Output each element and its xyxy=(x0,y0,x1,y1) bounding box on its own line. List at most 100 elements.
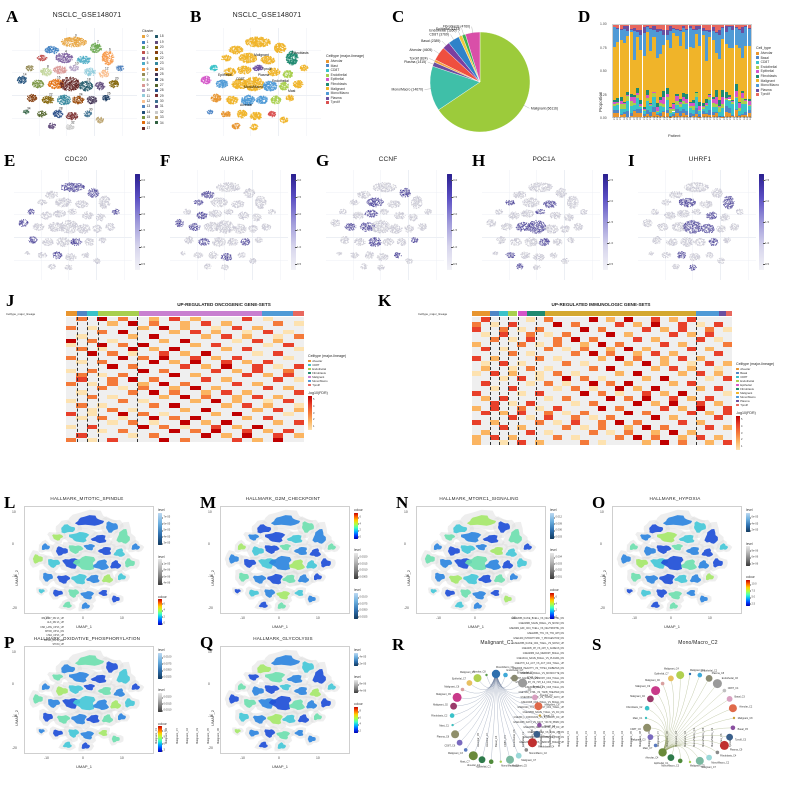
table-row[interactable] xyxy=(642,25,646,117)
heatmap-cell[interactable] xyxy=(606,415,616,421)
cluster-legend-item[interactable]: 25 xyxy=(155,72,164,77)
heatmap-cell[interactable] xyxy=(66,398,77,404)
heatmap-cell[interactable] xyxy=(169,329,180,335)
panel-d-legend-item[interactable]: Malignant xyxy=(756,79,779,84)
heatmap-cell[interactable] xyxy=(159,351,170,356)
panel-d-legend-item[interactable]: Fibroblasts xyxy=(756,74,779,79)
network-node[interactable] xyxy=(732,716,736,720)
heatmap-cell[interactable] xyxy=(293,407,304,412)
heatmap-cell[interactable] xyxy=(272,437,284,442)
heatmap-cell[interactable] xyxy=(642,326,652,332)
heatmap-cell[interactable] xyxy=(148,416,160,421)
table-row[interactable] xyxy=(655,25,659,117)
heatmap-cell[interactable] xyxy=(190,360,201,365)
heatmap-cell[interactable] xyxy=(543,317,553,322)
table-row[interactable] xyxy=(682,25,686,117)
heatmap-cell[interactable] xyxy=(633,351,643,357)
heatmap-cell[interactable] xyxy=(498,361,508,367)
panel-d-legend-item[interactable]: Mono/Macro xyxy=(756,83,779,88)
heatmap-cell[interactable] xyxy=(723,410,732,416)
heatmap-cell[interactable] xyxy=(552,336,562,342)
heatmap-cell[interactable] xyxy=(687,430,697,436)
heatmap-cell[interactable] xyxy=(148,334,160,339)
network-node[interactable] xyxy=(726,733,733,741)
heatmap-cell[interactable] xyxy=(705,410,715,416)
network-node[interactable] xyxy=(706,754,712,761)
heatmap-cell[interactable] xyxy=(660,356,670,362)
heatmap-cell[interactable] xyxy=(252,338,263,343)
celltype-legend-item[interactable]: Malignant xyxy=(326,87,364,92)
heatmap-cell[interactable] xyxy=(480,381,490,386)
heatmap-cell[interactable] xyxy=(570,400,580,406)
heatmap-cell[interactable] xyxy=(696,435,706,441)
table-row[interactable] xyxy=(724,25,728,117)
heatmap-cell[interactable] xyxy=(210,398,222,404)
heatmap-cell[interactable] xyxy=(579,425,589,431)
cluster-legend-item[interactable]: 20 xyxy=(155,45,164,50)
heatmap-cell[interactable] xyxy=(597,390,607,396)
heatmap-cell[interactable] xyxy=(687,410,697,416)
heatmap-cell[interactable] xyxy=(579,390,589,396)
heatmap-cell[interactable] xyxy=(570,336,580,342)
heatmap-cell[interactable] xyxy=(107,377,118,382)
heatmap-cell[interactable] xyxy=(597,440,607,445)
heatmap-cell[interactable] xyxy=(669,400,679,406)
heatmap-cell[interactable] xyxy=(221,433,232,438)
heatmap-cell[interactable] xyxy=(687,346,697,352)
heatmap-cell[interactable] xyxy=(543,331,553,337)
heatmap-cell[interactable] xyxy=(696,385,706,391)
heatmap-cell[interactable] xyxy=(472,390,481,396)
heatmap-cell[interactable] xyxy=(241,347,253,352)
heatmap-cell[interactable] xyxy=(97,373,108,378)
cluster-legend-item[interactable]: 30 xyxy=(155,99,164,104)
table-row[interactable] xyxy=(698,25,702,117)
heatmap-cell[interactable] xyxy=(651,336,661,342)
cluster-legend-item[interactable]: 10 xyxy=(142,88,150,93)
heatmap-cell[interactable] xyxy=(210,342,222,348)
heatmap-cell[interactable] xyxy=(588,385,598,391)
heatmap-cell[interactable] xyxy=(642,425,652,431)
panel-d-legend-item[interactable]: Epithelial xyxy=(756,69,779,74)
heatmap-cell[interactable] xyxy=(66,437,77,442)
cluster-legend-item[interactable]: 3 xyxy=(142,50,150,55)
heatmap-cell[interactable] xyxy=(651,435,661,441)
heatmap-cell[interactable] xyxy=(117,385,129,391)
cluster-legend-item[interactable]: 8 xyxy=(142,77,150,82)
heatmap-cell[interactable] xyxy=(76,334,87,339)
heatmap-cell[interactable] xyxy=(221,321,232,326)
heatmap-cell[interactable] xyxy=(241,373,253,378)
heatmap-cell[interactable] xyxy=(293,334,304,339)
heatmap-cell[interactable] xyxy=(714,321,724,327)
heatmap-cell[interactable] xyxy=(138,355,149,361)
heatmap-cell[interactable] xyxy=(128,420,139,425)
heatmap-cell[interactable] xyxy=(714,336,724,342)
heatmap-cell[interactable] xyxy=(252,437,263,442)
heatmap-cell[interactable] xyxy=(262,416,273,421)
heatmap-cell[interactable] xyxy=(660,425,670,431)
heatmap-cell[interactable] xyxy=(615,341,625,347)
heatmap-cell[interactable] xyxy=(252,381,263,386)
heatmap-cell[interactable] xyxy=(138,411,149,417)
network-node[interactable] xyxy=(518,678,528,688)
heatmap-cell[interactable] xyxy=(561,376,571,381)
heatmap-cell[interactable] xyxy=(283,398,294,404)
heatmap-cell[interactable] xyxy=(231,437,242,442)
heatmap-cell[interactable] xyxy=(200,334,211,339)
heatmap-cell[interactable] xyxy=(687,381,697,386)
cluster-legend-item[interactable]: 5 xyxy=(142,61,150,66)
heatmap-cell[interactable] xyxy=(651,430,661,436)
heatmap-cell[interactable] xyxy=(210,329,222,335)
heatmap-cell[interactable] xyxy=(534,376,544,381)
heatmap-cell[interactable] xyxy=(525,415,535,421)
panel-d-legend-item[interactable]: Tprolif xyxy=(756,92,779,97)
heatmap-cell[interactable] xyxy=(723,405,732,411)
heatmap-cell[interactable] xyxy=(97,342,108,348)
cluster-legend-item[interactable]: 24 xyxy=(155,66,164,71)
heatmap-cell[interactable] xyxy=(293,433,304,438)
heatmap-cell[interactable] xyxy=(507,415,517,421)
network-node[interactable] xyxy=(449,713,455,718)
heatmap-cell[interactable] xyxy=(606,366,616,372)
heatmap-cell[interactable] xyxy=(642,440,652,445)
heatmap-cell[interactable] xyxy=(262,385,273,391)
network-node[interactable] xyxy=(538,714,542,717)
